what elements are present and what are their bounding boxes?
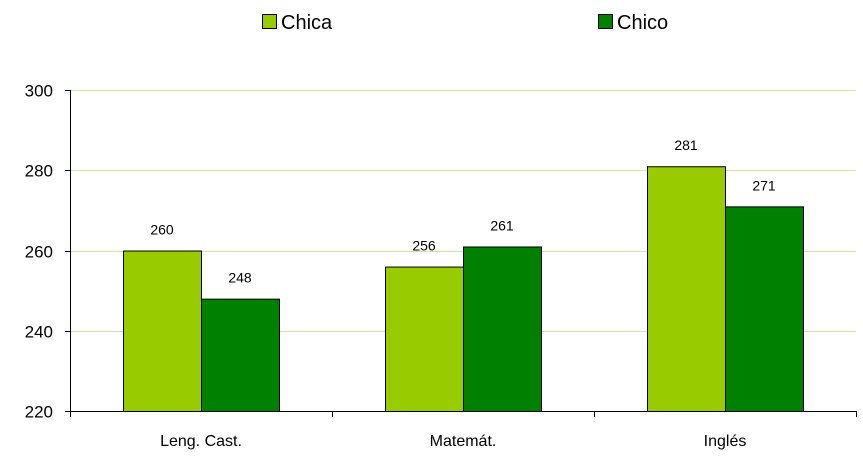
category-label: Leng. Cast. xyxy=(160,433,242,450)
data-label: 256 xyxy=(412,238,436,254)
legend-label: Chica xyxy=(281,12,333,34)
bar-chico xyxy=(463,246,542,412)
data-label: 261 xyxy=(490,217,514,233)
legend-label: Chico xyxy=(617,12,668,34)
data-label: 271 xyxy=(752,177,776,193)
bars xyxy=(123,166,804,412)
bar-chico xyxy=(201,298,280,412)
legend-swatch-chica xyxy=(262,14,277,29)
y-tick-label: 280 xyxy=(25,162,53,181)
axes xyxy=(65,90,857,417)
bar-chico xyxy=(725,206,804,412)
category-label: Matemát. xyxy=(430,433,497,450)
legend: Chica Chico xyxy=(262,12,668,34)
y-tick-label: 260 xyxy=(25,243,53,262)
legend-swatch-chico xyxy=(598,14,613,29)
bar-chica xyxy=(123,250,202,412)
labels: 260 248 Leng. Cast. 256 261 Matemát. 281 271 Ing… xyxy=(25,82,776,451)
data-label: 248 xyxy=(228,270,252,286)
y-tick-label: 240 xyxy=(25,323,53,342)
data-label: 260 xyxy=(150,222,174,238)
bar-chica xyxy=(385,266,464,412)
category-label: Inglés xyxy=(704,433,747,450)
y-tick-label: 300 xyxy=(25,82,53,101)
y-tick-label: 220 xyxy=(25,403,53,422)
data-label: 281 xyxy=(674,137,698,153)
bar-chica xyxy=(647,166,726,412)
